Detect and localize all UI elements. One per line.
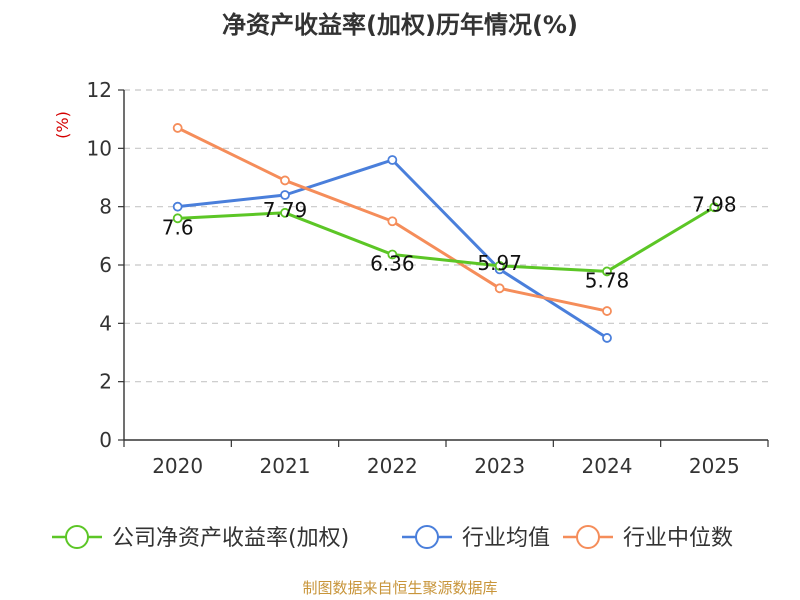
y-tick-label: 12 (87, 78, 112, 102)
legend-marker-icon (65, 525, 89, 549)
gridlines (124, 89, 768, 383)
legend-item-1[interactable]: 行业均值 (402, 525, 550, 551)
data-point (172, 213, 183, 224)
data-point (387, 249, 398, 260)
data-point (602, 306, 612, 316)
data-label: 7.79 (263, 198, 308, 222)
data-label: 6.36 (370, 252, 415, 276)
y-axis-unit-label: (%) (53, 111, 72, 139)
data-point (172, 123, 183, 133)
y-tick-label: 4 (99, 311, 112, 335)
legend-marker-icon (415, 525, 439, 549)
legend-item-0[interactable]: 公司净资产收益率(加权) (52, 525, 349, 551)
data-point (280, 207, 290, 218)
data-point (494, 260, 505, 271)
x-tick-label-2022: 2022 (367, 454, 418, 478)
data-point (387, 216, 398, 227)
series-line-0 (177, 205, 716, 273)
x-tick-label-2021: 2021 (260, 454, 311, 478)
data-label: 5.78 (585, 268, 630, 292)
y-tick-label: 8 (99, 195, 112, 219)
data-point (709, 202, 720, 213)
x-tick-label-2020: 2020 (152, 454, 203, 478)
data-label: 5.97 (477, 251, 522, 275)
y-tick-label: 0 (99, 428, 112, 452)
legend-label: 行业中位数 (623, 526, 733, 551)
x-tick-label-2023: 2023 (474, 454, 525, 478)
legend-marker-icon (576, 525, 600, 549)
data-point (280, 190, 290, 200)
series-line-1 (177, 158, 608, 340)
series-0 (172, 202, 720, 277)
data-point (494, 283, 505, 294)
data-source-note: 制图数据来自恒生聚源数据库 (302, 579, 497, 597)
series-lines (172, 123, 720, 343)
chart-title: 净资产收益率(加权)历年情况(%) (222, 11, 578, 39)
data-label: 7.6 (162, 215, 194, 239)
data-point (602, 333, 612, 343)
legend-label: 行业均值 (462, 526, 550, 551)
axes: 0 2 4 6 8 10 12 2020 2021 2022 2023 2024 2025 (87, 78, 769, 478)
y-tick-label: 2 (99, 370, 112, 394)
data-point (602, 266, 612, 277)
data-point (172, 201, 183, 212)
x-tick-label-2024: 2024 (582, 454, 633, 478)
data-label: 7.98 (692, 192, 737, 216)
data-point (280, 175, 290, 186)
legend-item-2[interactable]: 行业中位数 (563, 525, 733, 551)
data-labels: 7.6 7.79 6.36 5.97 5.78 7.98 (162, 192, 737, 292)
data-point (387, 155, 398, 165)
y-tick-label: 6 (99, 253, 112, 277)
series-1 (172, 155, 612, 343)
legend-label: 公司净资产收益率(加权) (112, 526, 349, 551)
x-tick-label-2025: 2025 (689, 454, 740, 478)
legend[interactable]: 公司净资产收益率(加权) 行业均值 行业中位数 (52, 525, 733, 551)
series-2 (172, 123, 612, 316)
y-tick-label: 10 (87, 136, 112, 160)
